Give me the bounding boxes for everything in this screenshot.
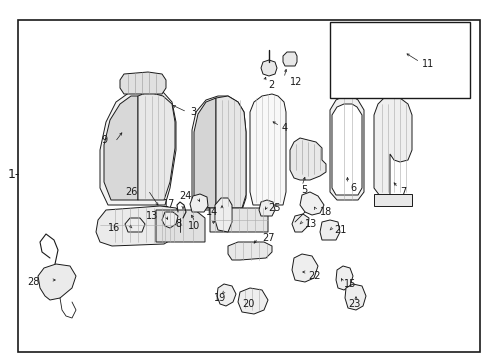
Polygon shape <box>192 96 245 210</box>
Polygon shape <box>291 254 317 282</box>
Polygon shape <box>319 220 339 240</box>
Text: 14: 14 <box>205 207 218 217</box>
Polygon shape <box>283 52 296 66</box>
Text: 10: 10 <box>187 221 200 231</box>
Polygon shape <box>190 194 207 212</box>
Polygon shape <box>291 214 308 232</box>
Polygon shape <box>331 104 361 195</box>
Polygon shape <box>104 96 138 200</box>
Text: 13: 13 <box>145 211 158 221</box>
Text: 3: 3 <box>190 107 196 117</box>
Polygon shape <box>379 34 403 66</box>
Polygon shape <box>120 72 165 94</box>
Text: 15: 15 <box>343 279 356 289</box>
Polygon shape <box>138 92 175 200</box>
Polygon shape <box>217 284 236 306</box>
Polygon shape <box>156 210 204 242</box>
Polygon shape <box>249 94 285 205</box>
Polygon shape <box>339 32 365 68</box>
Text: 28: 28 <box>27 277 40 287</box>
Text: 19: 19 <box>213 293 225 303</box>
Polygon shape <box>289 138 325 180</box>
Text: 27: 27 <box>262 233 274 243</box>
Polygon shape <box>373 194 411 206</box>
Text: 6: 6 <box>349 183 355 193</box>
Text: 23: 23 <box>347 299 360 309</box>
Text: 4: 4 <box>282 123 287 133</box>
Polygon shape <box>96 206 182 246</box>
Text: 13: 13 <box>305 219 317 229</box>
Polygon shape <box>100 88 176 205</box>
Text: 8: 8 <box>176 219 182 229</box>
Text: 25: 25 <box>267 203 280 213</box>
Text: 1-: 1- <box>8 167 20 180</box>
Text: 24: 24 <box>179 191 192 201</box>
Text: 17: 17 <box>163 199 175 209</box>
Text: 2: 2 <box>267 80 274 90</box>
Text: 11: 11 <box>421 59 433 69</box>
Polygon shape <box>335 266 352 290</box>
Text: 21: 21 <box>333 225 346 235</box>
Polygon shape <box>345 284 365 310</box>
Polygon shape <box>216 96 245 208</box>
Text: 5: 5 <box>300 185 306 195</box>
Polygon shape <box>227 242 271 260</box>
Polygon shape <box>215 198 231 232</box>
Polygon shape <box>194 98 216 208</box>
Polygon shape <box>261 60 276 76</box>
Polygon shape <box>299 192 324 215</box>
Text: 18: 18 <box>319 207 331 217</box>
Bar <box>329 22 469 98</box>
Text: 7: 7 <box>399 187 406 197</box>
Text: 26: 26 <box>125 187 138 197</box>
Polygon shape <box>125 218 145 232</box>
Text: 20: 20 <box>242 299 254 309</box>
Polygon shape <box>329 96 363 200</box>
Polygon shape <box>259 200 274 216</box>
Text: 9: 9 <box>102 135 108 145</box>
Text: 16: 16 <box>107 223 120 233</box>
Polygon shape <box>162 212 178 228</box>
Polygon shape <box>238 288 267 314</box>
Text: 22: 22 <box>307 271 320 281</box>
Polygon shape <box>38 264 76 300</box>
Polygon shape <box>209 208 267 232</box>
Polygon shape <box>373 96 411 196</box>
Text: 12: 12 <box>289 77 302 87</box>
